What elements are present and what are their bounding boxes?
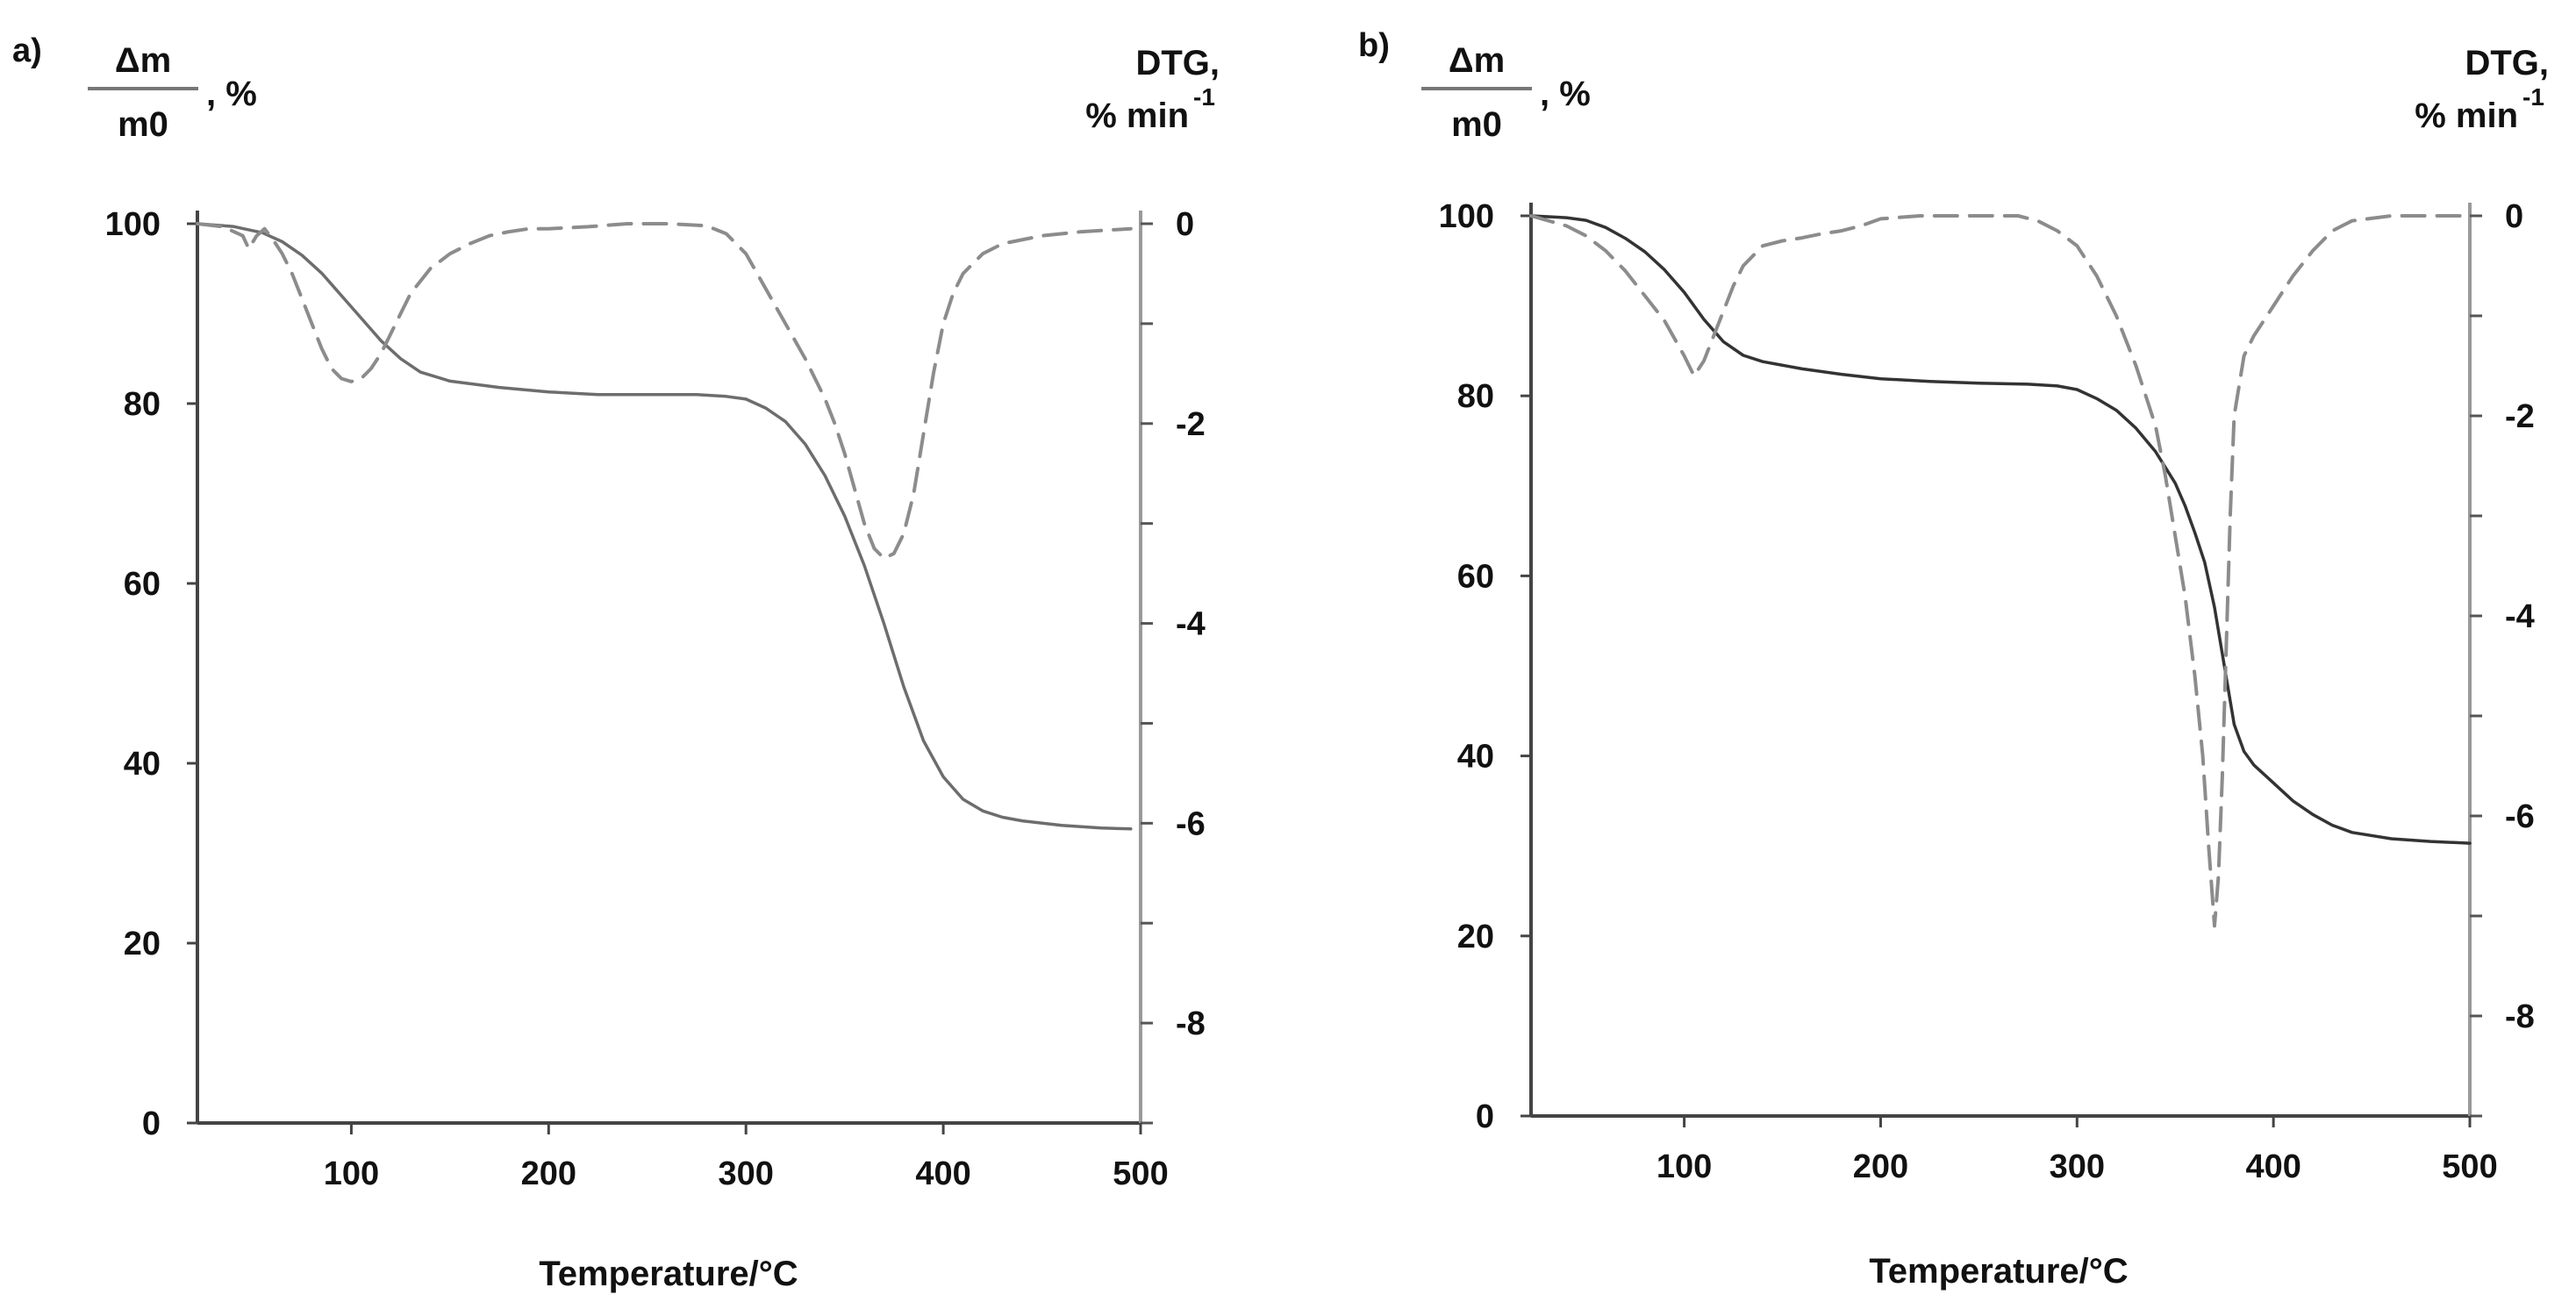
chart-panel-a: a) 0 20 40 60 80 100 0 -2 -4 -6 -8 100 200 300 400 500 Te… bbox=[12, 32, 1220, 1293]
left-tick-label: 0 bbox=[1476, 1098, 1494, 1135]
left-tick-label: 80 bbox=[1457, 378, 1494, 415]
x-tick-label: 300 bbox=[719, 1155, 774, 1192]
left-tick-label: 40 bbox=[124, 746, 161, 783]
right-tick-label: -6 bbox=[1176, 805, 1206, 842]
right-tick-label: -8 bbox=[2505, 998, 2535, 1035]
x-tick-label: 500 bbox=[2442, 1148, 2497, 1185]
series-tg-line bbox=[1529, 214, 2472, 845]
right-tick-label: 0 bbox=[1176, 206, 1194, 243]
x-tick-label: 100 bbox=[324, 1155, 379, 1192]
right-axis-title-superscript: -1 bbox=[1193, 83, 1215, 111]
left-axis-title-denominator: m0 bbox=[118, 105, 168, 144]
panel-label: b) bbox=[1358, 27, 1390, 64]
left-tick-label: 100 bbox=[105, 206, 161, 243]
left-axis-title-unit: , % bbox=[1540, 75, 1591, 113]
x-tick-label: 100 bbox=[1657, 1148, 1712, 1185]
x-axis-title: Temperature/°C bbox=[1869, 1252, 2128, 1291]
left-axis-title-unit: , % bbox=[206, 75, 257, 113]
left-axis-title-denominator: m0 bbox=[1451, 105, 1502, 144]
right-tick-label: -8 bbox=[1176, 1005, 1206, 1042]
left-tick-label: 60 bbox=[1457, 558, 1494, 595]
x-tick-label: 200 bbox=[1853, 1148, 1908, 1185]
right-tick-label: -2 bbox=[2505, 398, 2535, 435]
left-tick-label: 40 bbox=[1457, 739, 1494, 776]
left-axis-title-numerator: Δm bbox=[1449, 41, 1505, 80]
right-axis-title-line1: DTG, bbox=[2465, 44, 2549, 82]
panel-label: a) bbox=[12, 32, 42, 69]
right-tick-label: -4 bbox=[2505, 598, 2535, 635]
series-dtg-line bbox=[1529, 214, 2472, 928]
x-tick-label: 400 bbox=[915, 1155, 970, 1192]
x-tick-label: 500 bbox=[1113, 1155, 1168, 1192]
left-tick-label: 0 bbox=[142, 1105, 161, 1142]
right-axis-title-line2: % min bbox=[1085, 97, 1189, 135]
left-axis-title-numerator: Δm bbox=[115, 41, 171, 80]
left-tick-label: 80 bbox=[124, 386, 161, 423]
left-tick-label: 100 bbox=[1439, 198, 1494, 235]
right-axis-title-superscript: -1 bbox=[2522, 83, 2544, 111]
x-axis-title: Temperature/°C bbox=[539, 1255, 798, 1293]
right-tick-label: -6 bbox=[2505, 798, 2535, 835]
right-tick-label: 0 bbox=[2505, 198, 2523, 235]
right-axis-title-line1: DTG, bbox=[1135, 44, 1220, 82]
right-axis-title-line2: % min bbox=[2415, 97, 2518, 135]
left-tick-label: 20 bbox=[124, 926, 161, 962]
chart-panel-b: b) 0 20 40 60 80 100 0 -2 -4 -6 -8 100 200 300 400 500 Te… bbox=[1358, 27, 2549, 1291]
series-dtg-line bbox=[196, 222, 1133, 561]
right-tick-label: -4 bbox=[1176, 606, 1206, 643]
x-tick-label: 300 bbox=[2050, 1148, 2105, 1185]
series-tg-line bbox=[196, 222, 1133, 831]
x-tick-label: 400 bbox=[2245, 1148, 2301, 1185]
right-tick-label: -2 bbox=[1176, 406, 1206, 443]
x-tick-label: 200 bbox=[521, 1155, 576, 1192]
left-tick-label: 20 bbox=[1457, 919, 1494, 955]
left-tick-label: 60 bbox=[124, 566, 161, 603]
